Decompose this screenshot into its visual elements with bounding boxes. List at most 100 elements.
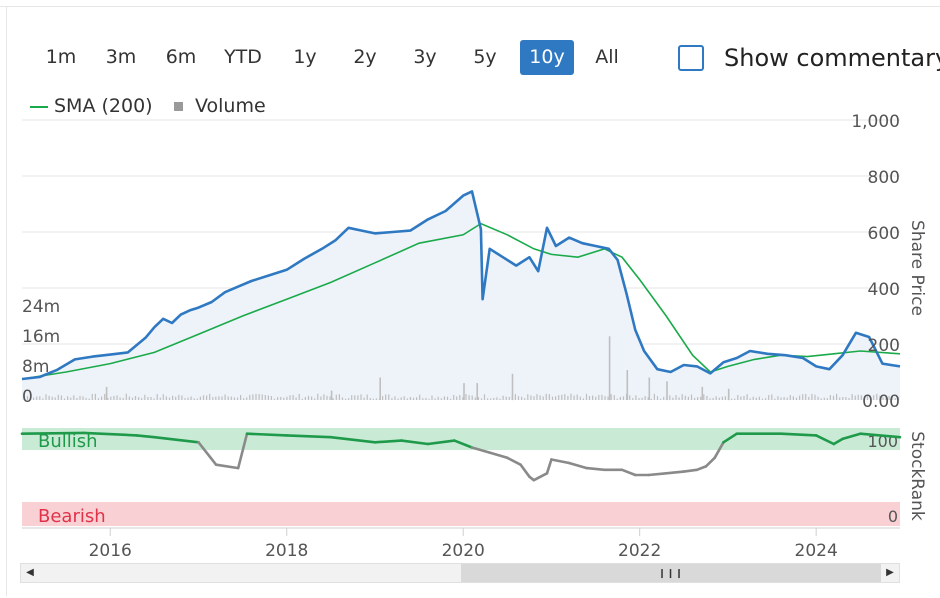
volume-bar [440, 398, 442, 400]
volume-bar [870, 398, 872, 400]
volume-bar [63, 398, 66, 400]
volume-bar [202, 395, 205, 400]
range-10y-button[interactable]: 10y [520, 40, 574, 75]
volume-bar [517, 396, 520, 400]
volume-spike-bar [105, 386, 108, 400]
volume-bar [604, 396, 606, 400]
volume-bar [382, 396, 384, 400]
volume-bar [138, 397, 140, 400]
volume-bar [128, 396, 130, 400]
volume-bar [888, 396, 890, 400]
volume-bar [375, 398, 377, 400]
volume-bar [663, 396, 665, 400]
volume-bar [595, 396, 597, 400]
volume-bar [369, 398, 371, 400]
volume-bar [718, 397, 720, 400]
volume-bar [576, 394, 578, 400]
stockrank-line-segment [695, 465, 708, 472]
scrollbar-thumb[interactable]: ❙❙❙ [461, 564, 881, 582]
volume-bar [539, 395, 541, 400]
bullish-label: Bullish [38, 431, 98, 452]
volume-bar [598, 394, 600, 400]
volume-bar [391, 398, 393, 400]
volume-bar [409, 397, 411, 400]
range-6m-button[interactable]: 6m [165, 46, 197, 68]
volume-bar [412, 397, 415, 400]
legend-item-sma[interactable]: SMA (200) [30, 94, 153, 118]
volume-spike-bar [330, 390, 333, 400]
range-3y-button[interactable]: 3y [413, 46, 437, 68]
volume-bar [777, 396, 779, 400]
range-2y-button[interactable]: 2y [353, 46, 377, 68]
range-3m-button[interactable]: 3m [105, 46, 137, 68]
volume-bar [326, 395, 328, 400]
range-all-button[interactable]: All [595, 46, 619, 68]
volume-bar [292, 395, 294, 400]
volume-bar [388, 394, 390, 400]
navigator-scrollbar[interactable]: ◀ ❙❙❙ ▶ [20, 563, 900, 583]
stockrank-line-segment [647, 471, 668, 477]
volume-bar [363, 397, 365, 400]
volume-bar [749, 398, 751, 400]
scroll-right-arrow-icon[interactable]: ▶ [886, 567, 894, 578]
volume-bar [57, 394, 59, 400]
commentary-label[interactable]: Show commentary [724, 44, 940, 72]
volume-bar [579, 396, 581, 400]
volume-bar [314, 398, 316, 400]
volume-bar [26, 395, 29, 400]
range-1m-button[interactable]: 1m [45, 46, 77, 68]
volume-bar [175, 396, 177, 400]
volume-bar [397, 398, 399, 400]
volume-bar [122, 398, 124, 400]
volume-bar [360, 394, 362, 400]
volume-bar [199, 396, 201, 400]
price-tick-label: 1,000 [851, 112, 900, 132]
volume-bar [196, 398, 198, 400]
volume-bar [709, 398, 711, 400]
stockrank-line-segment [620, 468, 637, 477]
stockrank-line-segment [197, 440, 218, 467]
volume-bar [542, 396, 544, 400]
volume-bar [36, 396, 38, 400]
volume-bar [687, 396, 689, 400]
price-tick-label: 200 [868, 336, 900, 356]
volume-bar [320, 396, 322, 400]
volume-bar [101, 396, 103, 400]
volume-bar [23, 396, 25, 400]
volume-bar [761, 398, 764, 400]
volume-bar [42, 398, 44, 400]
volume-bar [144, 394, 146, 400]
range-ytd-button[interactable]: YTD [224, 46, 262, 68]
volume-bar [236, 397, 239, 400]
volume-bar [218, 396, 220, 400]
commentary-checkbox[interactable] [678, 45, 704, 71]
volume-bar [873, 395, 875, 400]
volume-bar [792, 396, 794, 400]
volume-bar [690, 394, 693, 400]
volume-bar [249, 394, 251, 400]
volume-bar [104, 393, 106, 400]
stockrank-line-segment [488, 451, 509, 460]
legend-item-volume[interactable]: Volume [172, 94, 266, 118]
stockrank-line-segment [682, 468, 699, 473]
volume-bar [172, 395, 174, 400]
range-1y-button[interactable]: 1y [293, 46, 317, 68]
sma-line-swatch [30, 105, 48, 108]
volume-bar [829, 395, 831, 400]
volume-bar [329, 396, 331, 400]
volume-bar [508, 396, 510, 400]
volume-bar [533, 396, 535, 400]
stockrank-line-segment [550, 458, 571, 465]
volume-spike-bar [626, 370, 629, 400]
volume-bar [261, 394, 263, 400]
scroll-left-arrow-icon[interactable]: ◀ [26, 567, 34, 578]
range-5y-button[interactable]: 5y [473, 46, 497, 68]
x-tick-label: 2016 [89, 541, 132, 561]
stockrank-bottom-value: 0 [888, 507, 898, 526]
stockrank-line-segment [236, 432, 249, 470]
volume-bar [335, 394, 337, 400]
volume-bars [23, 336, 899, 401]
stockrank-line-segment [400, 439, 430, 446]
stockrank-line-segment [832, 437, 844, 446]
